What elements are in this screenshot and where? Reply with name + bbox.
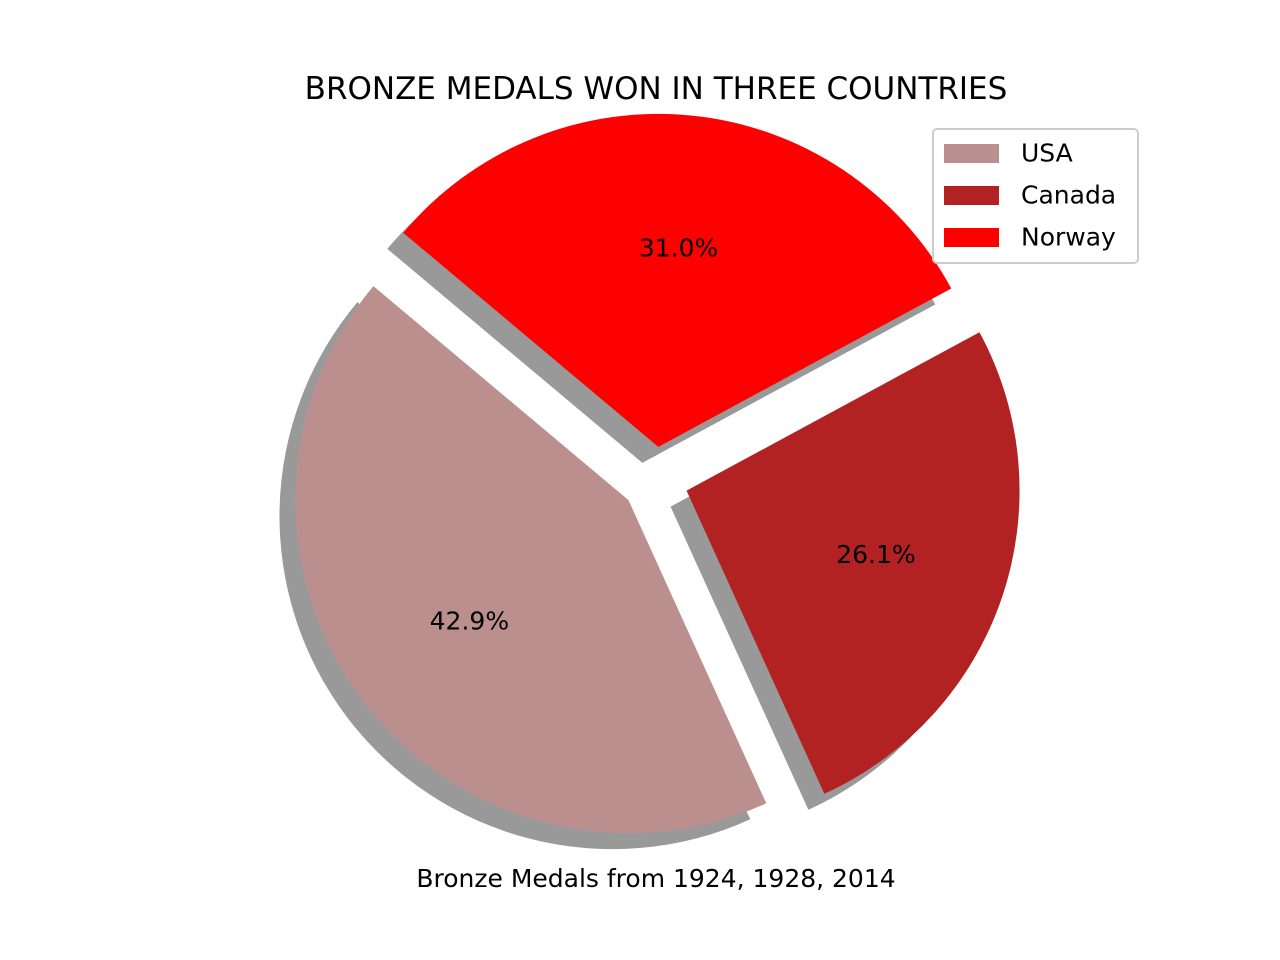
legend: USA Canada Norway — [932, 128, 1139, 264]
legend-swatch-norway — [944, 228, 999, 247]
percent-labels: 42.9% 26.1% 31.0% — [430, 234, 916, 636]
pie-slice-norway — [403, 113, 952, 447]
percent-label-usa: 42.9% — [430, 606, 509, 635]
percent-label-canada: 26.1% — [836, 540, 915, 569]
percent-label-norway: 31.0% — [639, 234, 718, 263]
legend-label-canada: Canada — [1021, 181, 1116, 210]
x-axis-label: Bronze Medals from 1924, 1928, 2014 — [416, 864, 895, 893]
chart-title: BRONZE MEDALS WON IN THREE COUNTRIES — [305, 71, 1008, 107]
legend-label-norway: Norway — [1021, 223, 1116, 252]
legend-swatch-usa — [944, 144, 999, 163]
pie-slice-canada — [686, 332, 1020, 794]
pie-slice-usa — [295, 286, 767, 834]
pie-slices — [295, 113, 1020, 834]
legend-swatch-canada — [944, 186, 999, 205]
legend-label-usa: USA — [1021, 139, 1073, 168]
